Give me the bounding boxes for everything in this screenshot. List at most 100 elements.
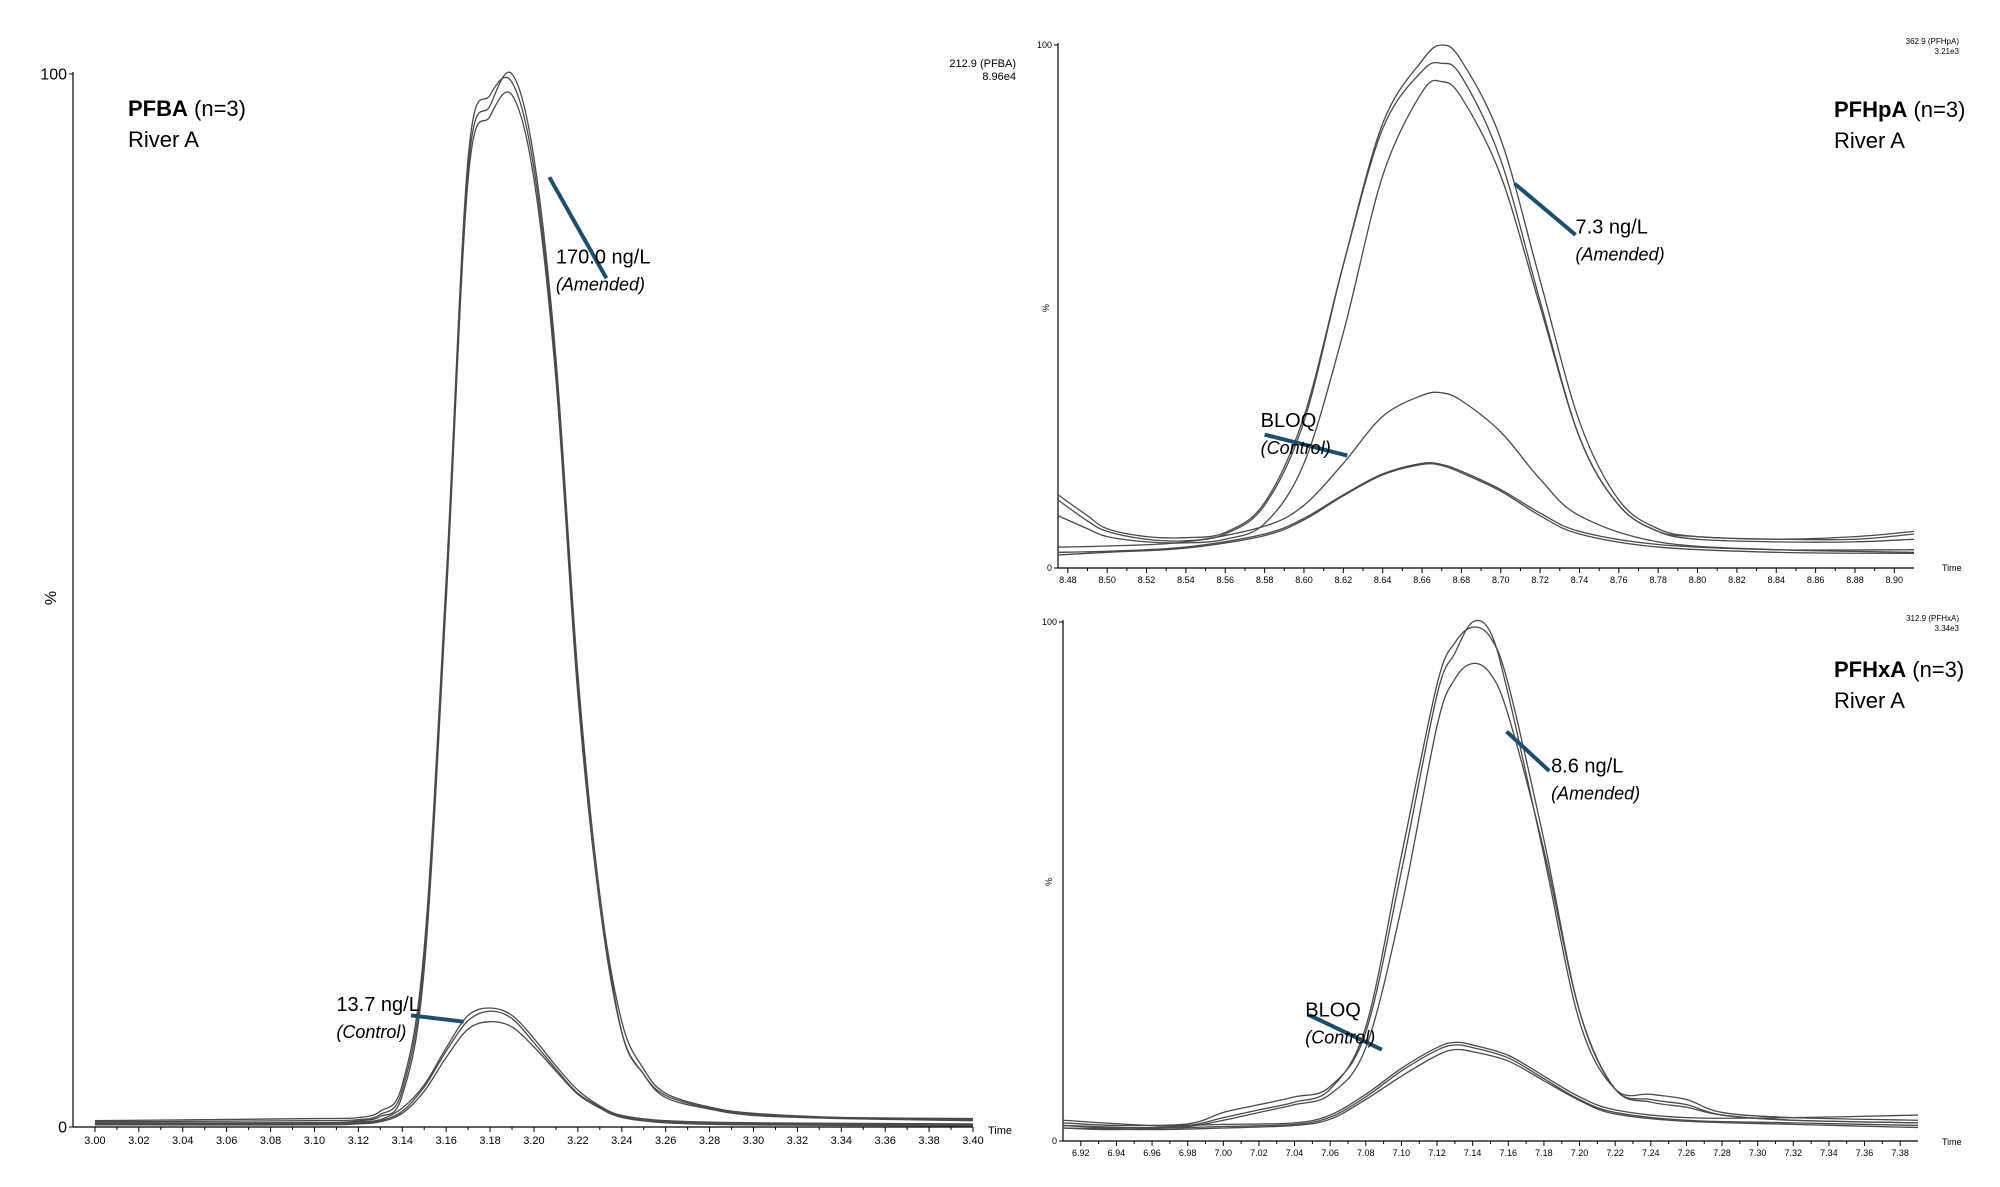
x-tick-label: 3.14 [392, 1135, 413, 1147]
x-tick-label: 3.10 [304, 1135, 325, 1147]
x-tick-label: 8.52 [1138, 575, 1156, 585]
x-tick-label: 7.22 [1606, 1148, 1624, 1158]
x-tick-label: 8.60 [1295, 575, 1313, 585]
x-tick-label: 7.24 [1642, 1148, 1660, 1158]
x-tick-label: 7.04 [1286, 1148, 1304, 1158]
x-tick-label: 6.96 [1143, 1148, 1161, 1158]
x-tick-label: 7.18 [1535, 1148, 1553, 1158]
x-tick-label: 8.88 [1846, 575, 1864, 585]
x-tick-label: 7.30 [1749, 1148, 1767, 1158]
series-line-control [94, 1021, 974, 1127]
y-axis-label: % [43, 591, 60, 605]
x-tick-label: 7.26 [1678, 1148, 1696, 1158]
trace-mass-label: 312.9 (PFHxA) [1906, 614, 1959, 623]
x-tick-label: 7.10 [1393, 1148, 1411, 1158]
annotation-value: 7.3 ng/L [1576, 216, 1648, 238]
x-tick-label: 3.34 [831, 1135, 852, 1147]
y-tick-label: 0 [58, 1120, 67, 1137]
x-tick-label: 7.28 [1713, 1148, 1731, 1158]
site-name: River A [128, 127, 199, 152]
x-tick-label: 3.08 [260, 1135, 281, 1147]
site-name: River A [1834, 128, 1905, 153]
trace-mass-label: 212.9 (PFBA) [949, 58, 1016, 70]
x-tick-label: 3.24 [611, 1135, 632, 1147]
x-tick-label: 3.28 [699, 1135, 720, 1147]
panel-title: PFHxA (n=3) [1834, 657, 1964, 682]
x-tick-label: 8.72 [1531, 575, 1549, 585]
annotation-group: (Amended) [1551, 784, 1640, 804]
x-tick-label: 3.12 [348, 1135, 369, 1147]
x-tick-label: 8.66 [1413, 575, 1431, 585]
series-line-amended [1062, 662, 1919, 1131]
x-tick-label: 6.94 [1108, 1148, 1126, 1158]
chart-panel-pfba: 3.00 3.02 3.04 3.06 3.08 3.10 3.12 3.14 3.16 3.18… [40, 58, 1016, 1147]
series-line-amended [1062, 626, 1919, 1129]
annotation-value: 13.7 ng/L [336, 994, 419, 1016]
x-tick-label: 3.26 [655, 1135, 676, 1147]
annotation-value: BLOQ [1305, 999, 1361, 1021]
x-tick-label: 7.36 [1856, 1148, 1874, 1158]
y-tick-label: 100 [1037, 40, 1052, 50]
panel-title: PFBA (n=3) [128, 96, 246, 121]
series-line-amended [1057, 44, 1915, 542]
x-tick-label: 6.92 [1072, 1148, 1090, 1158]
annotation-value: 170.0 ng/L [556, 247, 651, 269]
x-tick-label: 3.22 [567, 1135, 588, 1147]
x-tick-label: 3.04 [172, 1135, 193, 1147]
x-tick-label: 7.16 [1500, 1148, 1518, 1158]
annotation-group: (Control) [336, 1022, 406, 1042]
annotation-leader-line [1513, 182, 1577, 237]
x-tick-label: 8.54 [1177, 575, 1195, 585]
x-tick-label: 8.58 [1256, 575, 1274, 585]
x-tick-label: 8.86 [1807, 575, 1825, 585]
x-tick-label: 7.38 [1891, 1148, 1909, 1158]
y-tick-label: 100 [40, 67, 67, 84]
compound-name: PFHxA [1834, 657, 1906, 682]
x-tick-label: 8.90 [1886, 575, 1904, 585]
trace-intensity-label: 3.21e3 [1935, 47, 1960, 56]
x-tick-label: 3.32 [787, 1135, 808, 1147]
x-tick-label: 3.30 [743, 1135, 764, 1147]
replicate-count: (n=3) [1907, 97, 1965, 122]
trace-mass-label: 362.9 (PFHpA) [1906, 37, 1960, 46]
x-tick-label: 3.40 [962, 1135, 983, 1147]
x-tick-label: 7.20 [1571, 1148, 1589, 1158]
series-line-control [1062, 1041, 1919, 1127]
x-tick-label: 8.56 [1216, 575, 1234, 585]
x-tick-label: 7.12 [1428, 1148, 1446, 1158]
series-line-amended [94, 71, 974, 1123]
x-tick-label: 8.82 [1728, 575, 1746, 585]
x-axis-label: Time [1942, 563, 1962, 573]
x-tick-label: 7.00 [1215, 1148, 1233, 1158]
x-tick-label: 8.84 [1767, 575, 1785, 585]
x-tick-label: 6.98 [1179, 1148, 1197, 1158]
annotation-group: (Amended) [556, 275, 645, 295]
annotation-leader-line [1264, 432, 1348, 458]
x-tick-label: 8.64 [1374, 575, 1392, 585]
x-tick-label: 8.78 [1649, 575, 1667, 585]
x-tick-label: 3.02 [128, 1135, 149, 1147]
annotation-group: (Amended) [1576, 244, 1665, 264]
x-tick-label: 3.36 [874, 1135, 895, 1147]
chart-panel-pfhxa: 6.92 6.94 6.96 6.98 7.00 7.02 7.04 7.06 7.08 7.10… [1042, 614, 1964, 1158]
compound-name: PFBA [128, 96, 188, 121]
series-line-control [94, 1007, 974, 1125]
annotation-leader-line [1505, 730, 1551, 773]
x-tick-label: 8.76 [1610, 575, 1628, 585]
y-tick-label: 0 [1052, 1136, 1057, 1146]
x-axis-label: Time [988, 1125, 1012, 1137]
y-axis-label: % [1044, 878, 1054, 886]
series-line-amended [1062, 619, 1919, 1127]
x-tick-label: 3.38 [918, 1135, 939, 1147]
x-tick-label: 8.68 [1453, 575, 1471, 585]
x-tick-label: 3.16 [435, 1135, 456, 1147]
x-tick-label: 3.20 [523, 1135, 544, 1147]
x-tick-label: 3.00 [84, 1135, 105, 1147]
series-line-amended [94, 76, 974, 1122]
series-line-control [1057, 463, 1915, 556]
series-line-control [1062, 1048, 1919, 1131]
x-tick-label: 3.06 [216, 1135, 237, 1147]
series-line-amended [94, 91, 974, 1125]
chart-panel-pfhpa: 8.48 8.50 8.52 8.54 8.56 8.58 8.60 8.62 8.64 8.66… [1037, 37, 1965, 585]
